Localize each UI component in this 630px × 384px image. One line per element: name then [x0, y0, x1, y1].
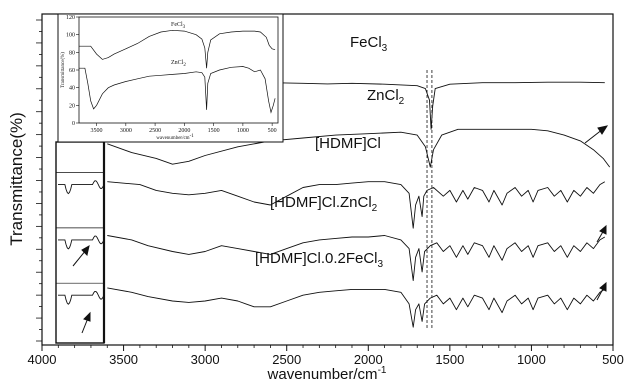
inset-y-axis-title: Transmittance(%)	[61, 52, 66, 88]
inset-x-tick-label: 500	[268, 128, 277, 134]
arrow-head	[83, 311, 91, 322]
inset-y-tick-label: 80	[69, 50, 75, 56]
inset-x-tick-label: 1000	[237, 128, 249, 134]
inset-x-axis-title: wavenumber/cm-1	[156, 134, 194, 141]
series-line-4	[107, 287, 606, 328]
series-label-zncl2: ZnCl2	[367, 87, 405, 107]
arrow-head	[597, 125, 609, 135]
series-line-3	[107, 235, 606, 282]
series-line-2	[107, 181, 606, 229]
arrow-head	[599, 224, 607, 235]
zoom-box-curves	[56, 172, 105, 305]
x-tick-label: 1500	[435, 352, 464, 367]
arrow-annotations	[72, 125, 609, 334]
x-tick-label: 4000	[28, 352, 57, 367]
inset-series-label-fecl3: FeCl3	[171, 22, 186, 30]
series-label-hdmfcl-fecl3: [HDMF]Cl.0.2FeCl3	[255, 250, 384, 270]
series-label-hdmfcl: [HDMF]Cl	[315, 135, 381, 152]
x-tick-label: 500	[602, 352, 624, 367]
zoom-curve-2	[58, 290, 105, 305]
x-tick-label: 2000	[354, 352, 383, 367]
inset-x-tick-label: 2500	[149, 128, 161, 134]
inset-series-label-zncl2: ZnCl2	[171, 60, 186, 68]
x-axis-title: wavenumber/cm-1	[267, 365, 387, 383]
y-axis-ticks	[36, 19, 42, 342]
arrow-head	[599, 281, 607, 292]
inset-ticks: 3500 3000 2500 2000 1500 1000 500 0 20 40 60 80 100 1…	[66, 15, 277, 134]
inset-y-tick-label: 100	[66, 33, 75, 39]
inset-y-tick-label: 40	[69, 86, 75, 92]
inset-y-tick-label: 60	[69, 68, 75, 74]
x-tick-label: 3000	[191, 352, 220, 367]
inset-x-tick-label: 1500	[208, 128, 220, 134]
inset-frame-outer	[57, 13, 284, 143]
inset-y-tick-label: 20	[69, 103, 75, 109]
inset-series-line-1	[79, 66, 276, 114]
arrow-icon	[72, 249, 87, 267]
inset-x-tick-label: 3500	[91, 128, 103, 134]
x-axis-tick-labels: 4000 3500 3000 2500 2000 1500 1000 500	[28, 352, 624, 367]
inset-y-tick-label: 0	[72, 121, 75, 127]
inset-series-lines	[79, 29, 276, 114]
zoom-curve-1	[58, 235, 105, 250]
inset-y-tick-label: 120	[66, 15, 75, 21]
series-label-hdmfcl-zncl2: [HDMF]Cl.ZnCl2	[270, 194, 378, 214]
plot-frame	[41, 13, 614, 346]
y-axis-title: Transmittance(%)	[7, 112, 26, 246]
inset-series-line-0	[79, 29, 276, 69]
zoom-curve-0	[58, 180, 105, 195]
inset-chart: 3500 3000 2500 2000 1500 1000 500 0 20 40 60 80 100 1…	[57, 13, 284, 143]
x-tick-label: 2500	[272, 352, 301, 367]
arrow-head	[81, 245, 90, 256]
inset-x-tick-label: 2000	[178, 128, 190, 134]
x-tick-label: 3500	[109, 352, 138, 367]
inset-x-tick-label: 3000	[120, 128, 132, 134]
series-line-1	[107, 128, 611, 168]
x-axis-ticks	[41, 345, 614, 351]
series-label-fecl3: FeCl3	[350, 34, 388, 54]
x-tick-label: 1000	[517, 352, 546, 367]
